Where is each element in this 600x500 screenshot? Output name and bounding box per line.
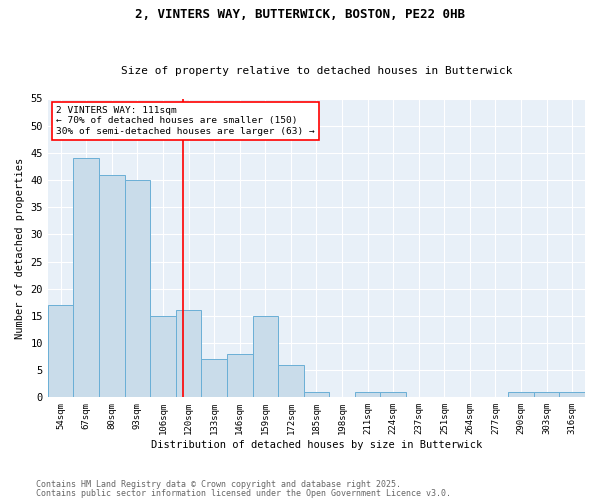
Bar bbox=[278, 364, 304, 398]
Bar bbox=[304, 392, 329, 398]
Text: 2, VINTERS WAY, BUTTERWICK, BOSTON, PE22 0HB: 2, VINTERS WAY, BUTTERWICK, BOSTON, PE22… bbox=[135, 8, 465, 20]
Bar bbox=[534, 392, 559, 398]
Title: Size of property relative to detached houses in Butterwick: Size of property relative to detached ho… bbox=[121, 66, 512, 76]
Bar bbox=[48, 305, 73, 398]
Text: 2 VINTERS WAY: 111sqm
← 70% of detached houses are smaller (150)
30% of semi-det: 2 VINTERS WAY: 111sqm ← 70% of detached … bbox=[56, 106, 315, 136]
Bar bbox=[227, 354, 253, 398]
Bar bbox=[125, 180, 150, 398]
Y-axis label: Number of detached properties: Number of detached properties bbox=[15, 158, 25, 338]
Bar bbox=[73, 158, 99, 398]
Bar bbox=[150, 316, 176, 398]
Bar bbox=[99, 174, 125, 398]
X-axis label: Distribution of detached houses by size in Butterwick: Distribution of detached houses by size … bbox=[151, 440, 482, 450]
Bar bbox=[380, 392, 406, 398]
Bar bbox=[253, 316, 278, 398]
Bar bbox=[508, 392, 534, 398]
Bar bbox=[559, 392, 585, 398]
Text: Contains HM Land Registry data © Crown copyright and database right 2025.: Contains HM Land Registry data © Crown c… bbox=[36, 480, 401, 489]
Bar bbox=[355, 392, 380, 398]
Text: Contains public sector information licensed under the Open Government Licence v3: Contains public sector information licen… bbox=[36, 489, 451, 498]
Bar bbox=[202, 360, 227, 398]
Bar bbox=[176, 310, 202, 398]
